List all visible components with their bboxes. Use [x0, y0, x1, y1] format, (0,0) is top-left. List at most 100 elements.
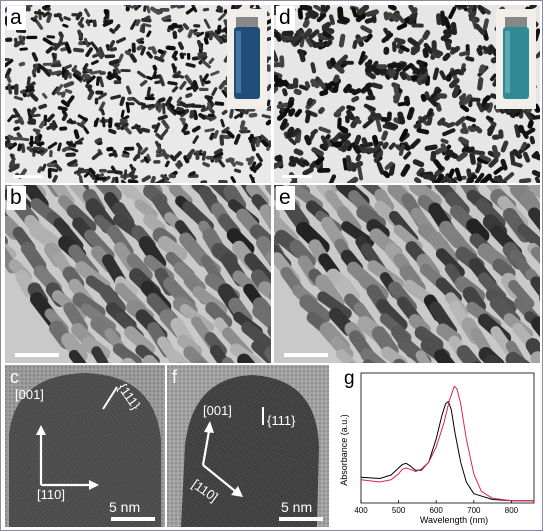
nanorod [498, 129, 504, 139]
nanorod [135, 19, 141, 27]
nanorod [477, 44, 483, 53]
panel-c-scale-text: 5 nm [109, 499, 141, 515]
nanorod [95, 49, 104, 60]
panel-c-dir-110: [110] [37, 487, 65, 502]
nanorod [530, 246, 540, 280]
nanorod [364, 59, 373, 73]
nanorod [207, 113, 215, 118]
nanorod [318, 126, 331, 134]
nanorod [228, 157, 236, 167]
nanorod [310, 62, 317, 74]
nanorod [266, 99, 271, 107]
nanorod [136, 142, 143, 151]
nanorod [210, 70, 220, 77]
nanorod [261, 114, 271, 119]
nanorod [522, 151, 531, 163]
panel-f-axes-arrows [201, 407, 264, 497]
nanorod [142, 22, 152, 28]
nanorod [346, 105, 356, 111]
nanorod [174, 151, 182, 159]
panel-c-dir-001: [001] [15, 387, 44, 402]
nanorod [469, 152, 476, 165]
nanorod [146, 75, 153, 81]
nanorod [489, 177, 498, 183]
nanorod [157, 103, 163, 113]
nanorod [66, 140, 77, 148]
nanorod [171, 86, 179, 93]
nanorod [199, 87, 209, 92]
panel-c-label: c [10, 367, 19, 387]
nanorod [190, 104, 202, 109]
nanorod [434, 173, 445, 183]
nanorod [467, 5, 475, 13]
nanorod [358, 51, 366, 65]
nanorod [361, 137, 368, 146]
nanorod [124, 50, 131, 56]
nanorod [418, 61, 426, 75]
nanorod [92, 19, 97, 28]
nanorod [13, 126, 20, 132]
nanorod [293, 33, 302, 42]
nanorod [29, 135, 34, 148]
nanorod [186, 148, 195, 159]
nanorod [167, 22, 178, 30]
nanorod [266, 64, 271, 72]
nanorod [185, 6, 196, 15]
nanorod [124, 326, 156, 356]
absorbance-chart: 400 500 600 700 800 Wavelength (nm) Absorban… [339, 372, 535, 525]
nanorod [219, 135, 225, 146]
nanorod [396, 22, 408, 31]
nanorod [57, 105, 68, 111]
nanorod [87, 90, 95, 101]
vial-a [227, 9, 267, 109]
nanorod [176, 106, 184, 112]
nanorod [376, 298, 408, 331]
nanorod [428, 97, 438, 107]
nanorod [204, 95, 214, 100]
nanorod [220, 118, 225, 128]
nanorod [188, 171, 196, 177]
nanorod [353, 160, 364, 169]
nanorod [12, 108, 20, 118]
nanorod [530, 276, 540, 307]
nanorod [177, 160, 183, 168]
nanorod [185, 62, 196, 68]
nanorod [439, 70, 447, 81]
nanorod [398, 144, 405, 156]
nanorod [529, 135, 536, 145]
nanorod [302, 167, 314, 176]
nanorod [474, 172, 485, 183]
nanorod [90, 59, 99, 66]
nanorod [321, 21, 332, 30]
nanorod [274, 154, 283, 162]
nanorod [199, 75, 205, 87]
nanorod [331, 336, 354, 360]
nanorod [310, 128, 318, 136]
nanorod [252, 305, 271, 336]
nanorod [146, 86, 151, 98]
nanorod [381, 32, 394, 43]
nanorod [345, 155, 353, 170]
nanorod [201, 104, 206, 112]
nanorod [293, 148, 304, 156]
panel-g-chart: 400 500 600 700 800 Wavelength (nm) Absorban… [331, 365, 540, 527]
nanorod [50, 63, 62, 68]
nanorod [213, 32, 223, 43]
nanorod [438, 120, 450, 127]
nanorod [500, 158, 508, 171]
nanorod [183, 130, 190, 136]
nanorod [201, 59, 211, 69]
nanorod [440, 138, 449, 144]
nanorod [160, 174, 170, 181]
nanorod [282, 88, 288, 97]
nanorod [202, 73, 209, 83]
nanorod [408, 5, 417, 14]
nanorod [467, 125, 476, 133]
nanorod [108, 117, 113, 129]
nanorod [202, 161, 210, 168]
nanorod [416, 167, 425, 177]
nanorod [426, 115, 433, 126]
nanorod [454, 167, 463, 182]
nanorod [384, 161, 394, 171]
nanorod [66, 95, 75, 106]
